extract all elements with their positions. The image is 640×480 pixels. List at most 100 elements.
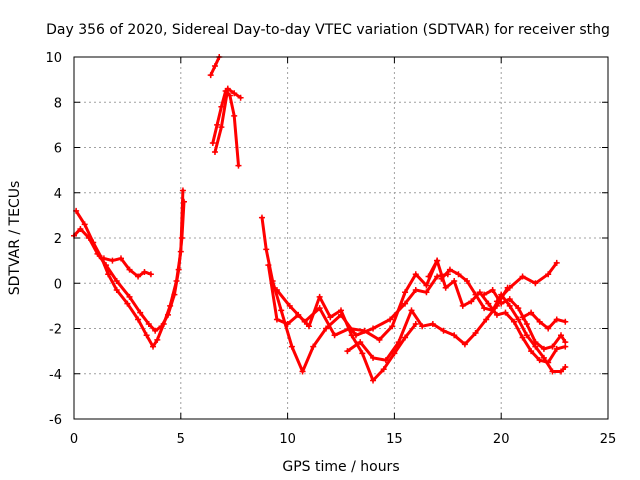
data-point <box>434 273 441 280</box>
data-point <box>376 336 383 343</box>
data-point <box>502 309 509 316</box>
data-point <box>278 307 285 314</box>
data-point <box>288 343 295 350</box>
data-point <box>532 339 539 346</box>
y-tick-label: 6 <box>54 142 62 157</box>
data-point <box>218 124 225 131</box>
data-point <box>380 366 387 373</box>
data-point <box>562 339 569 346</box>
data-point <box>506 284 513 291</box>
data-point <box>124 300 131 307</box>
y-tick-label: -2 <box>49 323 62 338</box>
data-point <box>446 266 453 273</box>
data-point <box>154 336 161 343</box>
series-sat-i <box>273 257 441 343</box>
data-point <box>423 289 430 296</box>
data-point <box>402 300 409 307</box>
data-point <box>258 214 265 221</box>
grid-lines <box>74 57 608 419</box>
data-point <box>483 316 490 323</box>
data-point <box>408 307 415 314</box>
data-point <box>536 318 543 325</box>
x-tick-label: 25 <box>600 432 617 447</box>
data-point <box>511 318 518 325</box>
series-sat-f <box>211 85 244 156</box>
data-point <box>536 357 543 364</box>
data-point <box>395 339 402 346</box>
data-point <box>464 277 471 284</box>
series-sat-b <box>73 187 186 350</box>
data-point <box>523 332 530 339</box>
data-point <box>412 320 419 327</box>
data-point <box>141 268 148 275</box>
data-point <box>301 318 308 325</box>
data-point <box>361 327 368 334</box>
data-point <box>476 289 483 296</box>
data-point <box>145 320 152 327</box>
data-point <box>468 298 475 305</box>
data-point <box>402 334 409 341</box>
data-point <box>519 273 526 280</box>
data-point <box>143 332 150 339</box>
data-point <box>235 162 242 169</box>
data-point <box>562 363 569 370</box>
data-point <box>545 325 552 332</box>
data-point <box>493 298 500 305</box>
data-point <box>77 225 84 232</box>
data-point <box>135 316 142 323</box>
data-point <box>113 287 120 294</box>
data-point <box>455 271 462 278</box>
data-point <box>540 354 547 361</box>
data-point <box>402 289 409 296</box>
data-point <box>558 368 565 375</box>
data-point <box>515 305 522 312</box>
data-point <box>451 277 458 284</box>
data-point <box>160 320 167 327</box>
data-point <box>126 293 133 300</box>
series-sat-n <box>493 259 560 305</box>
data-point <box>299 368 306 375</box>
data-point <box>549 343 556 350</box>
data-point <box>100 255 107 262</box>
data-point <box>284 320 291 327</box>
data-point <box>109 257 116 264</box>
x-tick-label: 20 <box>493 432 510 447</box>
data-point <box>442 284 449 291</box>
series-sat-h <box>265 262 419 384</box>
y-tick-label: 4 <box>54 187 62 202</box>
data-point <box>211 149 218 156</box>
data-point <box>338 307 344 314</box>
data-point <box>137 309 144 316</box>
data-point <box>523 320 530 327</box>
data-point <box>387 316 394 323</box>
data-point <box>105 271 112 278</box>
data-point <box>481 305 488 312</box>
data-point <box>489 287 496 294</box>
y-tick-label: 10 <box>45 51 62 66</box>
data-point <box>207 72 214 79</box>
data-point <box>553 316 560 323</box>
data-point <box>498 300 505 307</box>
data-point <box>286 302 293 309</box>
data-series-group <box>71 54 569 384</box>
data-point <box>425 273 432 280</box>
data-point <box>459 302 466 309</box>
data-point <box>179 187 186 194</box>
data-point <box>357 339 364 346</box>
axis-ticks: 0 5 10 15 20 25 -6 -4 -2 0 2 4 6 8 10 <box>45 51 616 447</box>
data-point <box>305 323 312 330</box>
series-line <box>260 216 450 373</box>
data-point <box>451 332 458 339</box>
data-point <box>423 282 430 289</box>
y-tick-label: -6 <box>49 413 62 428</box>
data-point <box>440 327 447 334</box>
data-point <box>519 334 526 341</box>
data-point <box>135 273 142 280</box>
series-sat-l <box>438 266 569 375</box>
data-point <box>481 291 488 298</box>
data-point <box>412 287 419 294</box>
data-point <box>472 330 479 337</box>
data-point <box>528 309 535 316</box>
data-point <box>167 302 174 309</box>
data-point <box>370 377 377 384</box>
